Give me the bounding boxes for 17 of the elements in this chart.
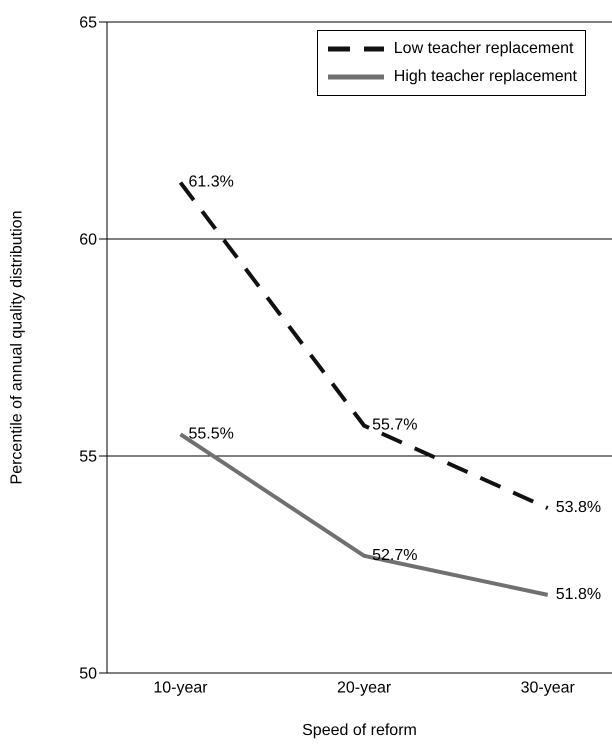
data-label: 55.7% (372, 416, 418, 434)
x-axis-title: Speed of reform (302, 722, 417, 739)
y-axis-title: Percentile of annual quality distribution (8, 210, 26, 484)
legend-label: High teacher replacement (394, 67, 577, 87)
data-label: 55.5% (188, 425, 234, 442)
data-label: 52.7% (372, 546, 418, 564)
y-tick-label: 65 (79, 14, 98, 32)
x-tick-label: 30-year (520, 679, 576, 696)
data-label: 53.8% (556, 499, 602, 516)
y-tick-label: 60 (79, 232, 98, 249)
data-label: 61.3% (188, 174, 234, 191)
y-tick-label: 50 (79, 666, 98, 683)
x-tick-label: 20-year (336, 679, 392, 696)
legend-label: Low teacher replacement (394, 39, 574, 59)
y-tick-label: 55 (79, 448, 98, 466)
x-tick-label: 10-year (153, 679, 208, 696)
data-label: 51.8% (556, 586, 602, 603)
